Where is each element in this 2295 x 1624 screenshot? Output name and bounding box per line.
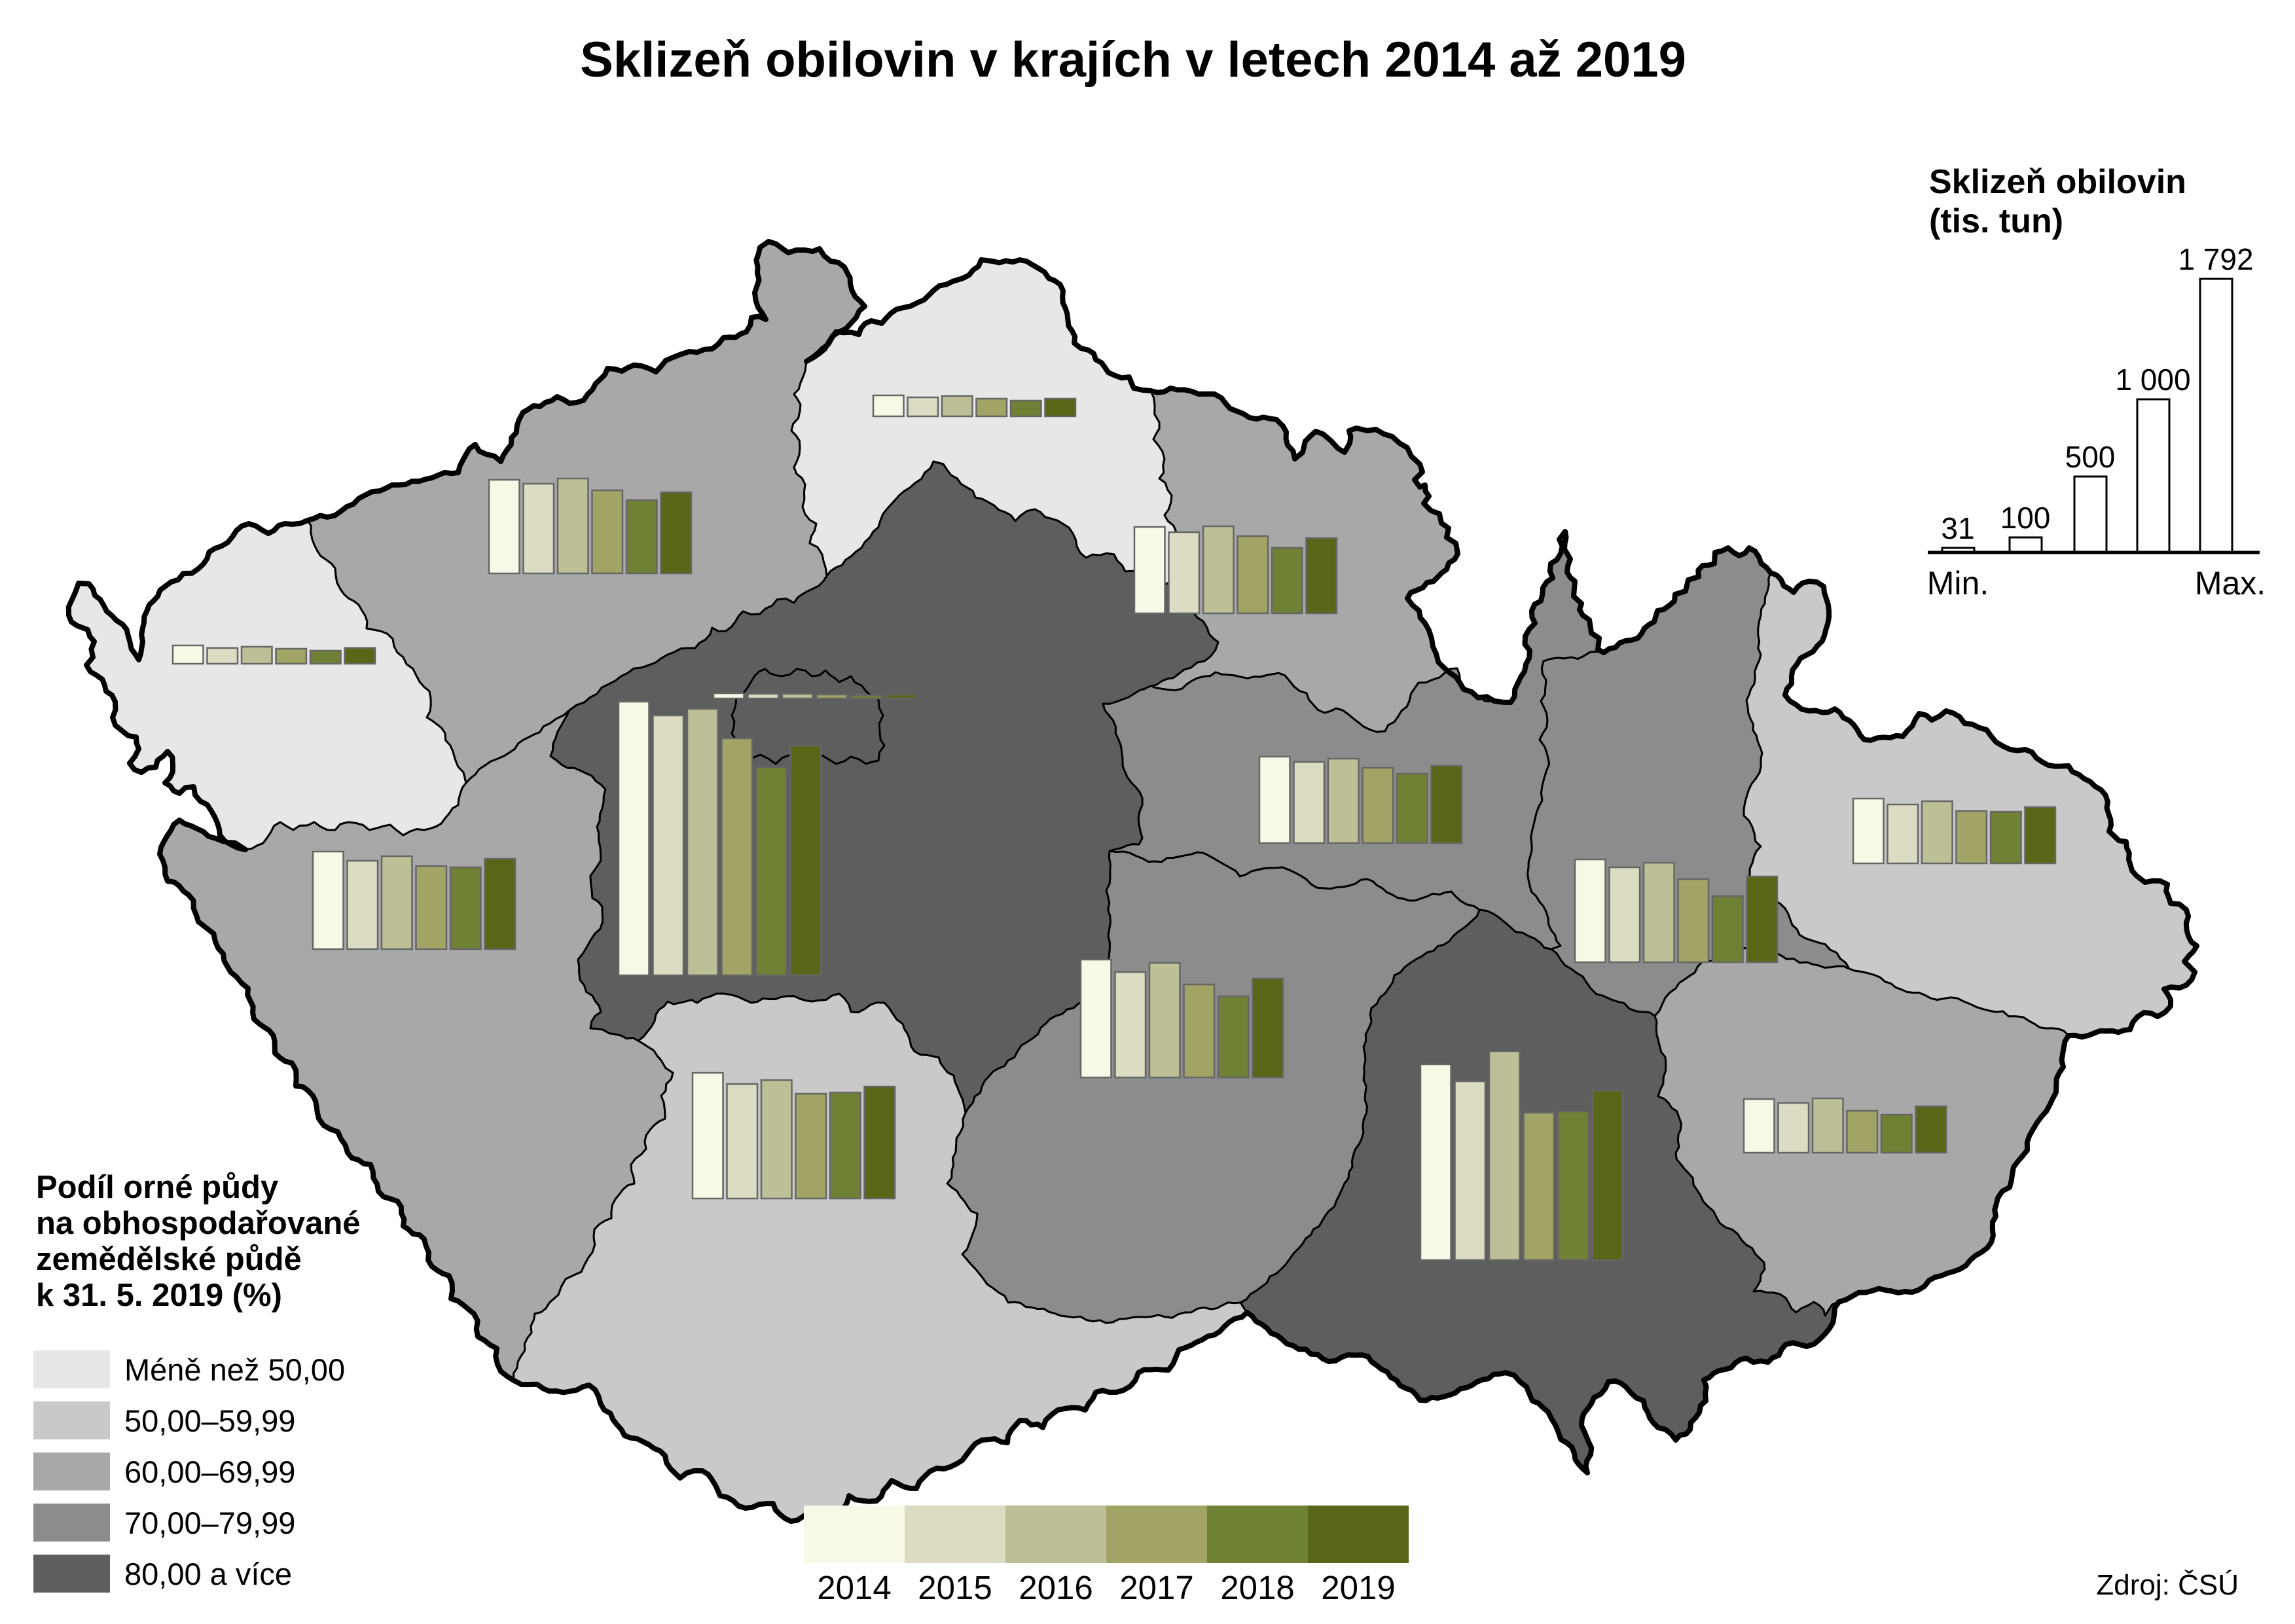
svg-text:Zdroj: ČSÚ: Zdroj: ČSÚ [2096,1568,2239,1601]
svg-text:2018: 2018 [1220,1569,1294,1606]
svg-text:2019: 2019 [1321,1569,1395,1606]
svg-text:Méně než 50,00: Méně než 50,00 [124,1352,345,1387]
svg-text:na obhospodařované: na obhospodařované [36,1206,361,1241]
svg-text:60,00–69,99: 60,00–69,99 [124,1454,295,1489]
svg-text:80,00 a více: 80,00 a více [124,1557,292,1591]
svg-text:(tis. tun): (tis. tun) [1929,202,2063,240]
svg-text:2016: 2016 [1019,1569,1093,1606]
svg-text:70,00–79,99: 70,00–79,99 [124,1506,295,1540]
svg-text:2014: 2014 [817,1569,891,1606]
svg-text:k 31. 5. 2019 (%): k 31. 5. 2019 (%) [36,1278,282,1313]
svg-text:100: 100 [2000,501,2051,535]
svg-text:50,00–59,99: 50,00–59,99 [124,1403,295,1438]
svg-text:31: 31 [1941,511,1974,545]
svg-text:zemědělské půdě: zemědělské půdě [36,1242,302,1277]
svg-text:Sklizeň obilovin v krajích v l: Sklizeň obilovin v krajích v letech 2014… [580,32,1686,88]
svg-text:2017: 2017 [1119,1569,1193,1606]
svg-text:1 792: 1 792 [2178,242,2253,276]
svg-text:Min.: Min. [1927,565,1989,602]
svg-text:Max.: Max. [2195,565,2266,602]
svg-text:500: 500 [2065,440,2116,474]
svg-text:Sklizeň obilovin: Sklizeň obilovin [1929,163,2186,201]
svg-text:2015: 2015 [918,1569,992,1606]
svg-text:Podíl orné půdy: Podíl orné půdy [36,1170,278,1205]
svg-text:1 000: 1 000 [2115,363,2190,397]
